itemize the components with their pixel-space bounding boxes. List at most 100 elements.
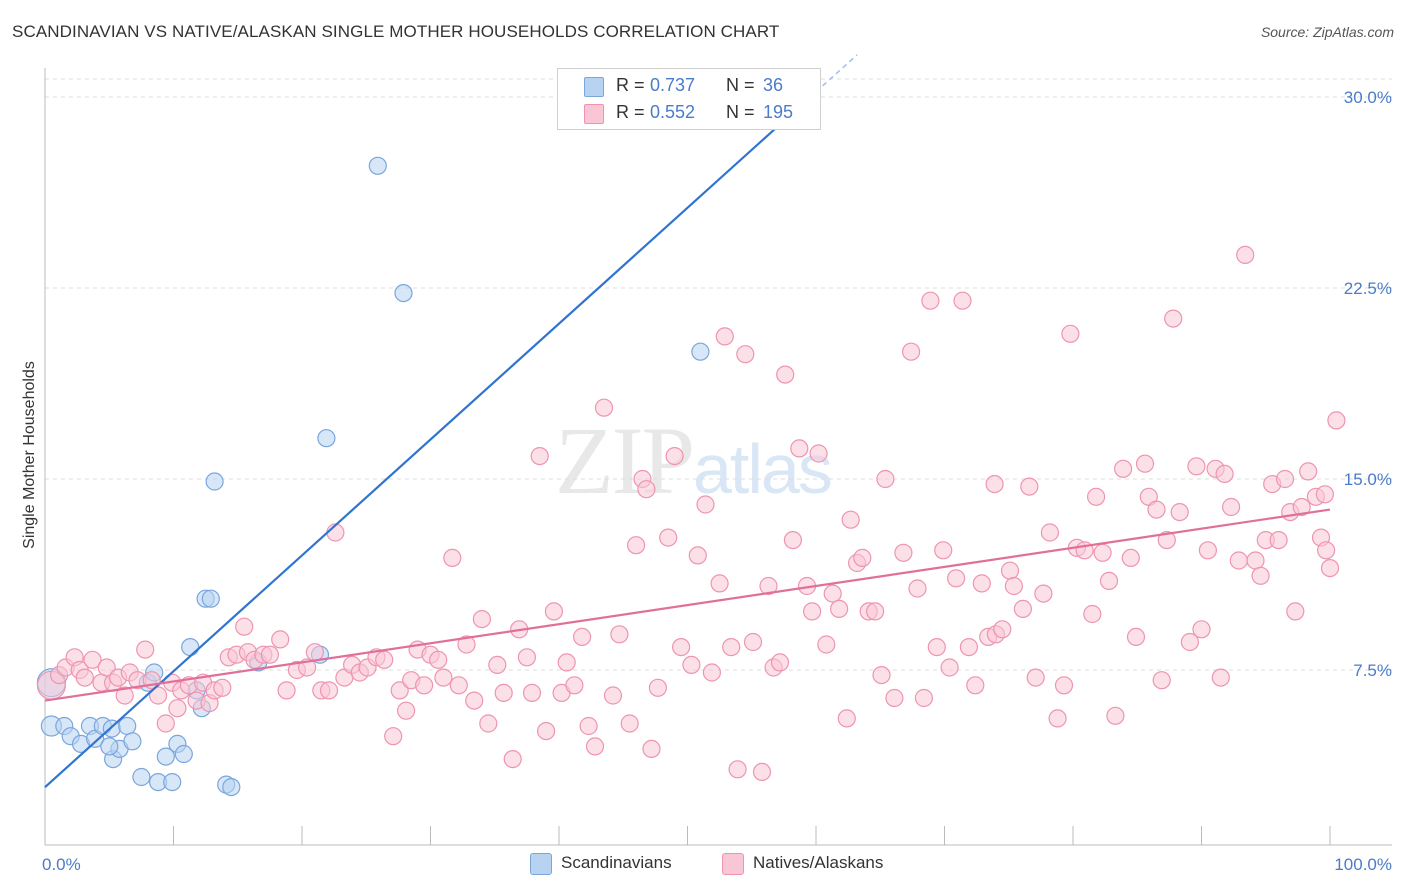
native-point xyxy=(901,342,921,361)
stats-legend: R = 0.737 N = 36 R = 0.552 N = 195 xyxy=(557,68,821,130)
legend-r-value: 0.552 xyxy=(650,102,696,122)
series-swatch-natives xyxy=(722,853,744,875)
native-point xyxy=(1099,571,1119,591)
native-point xyxy=(1048,709,1067,728)
native-point xyxy=(494,683,513,703)
native-point xyxy=(1020,477,1039,496)
scandinavian-point xyxy=(174,744,193,764)
native-point xyxy=(1320,558,1340,578)
native-point xyxy=(722,637,741,657)
native-point xyxy=(1236,245,1255,264)
native-point xyxy=(817,635,836,654)
native-point xyxy=(688,546,707,565)
native-point xyxy=(966,676,985,695)
native-point xyxy=(503,749,522,769)
native-point xyxy=(1316,541,1336,560)
native-point xyxy=(927,637,946,657)
native-point xyxy=(472,609,491,629)
native-point xyxy=(271,630,290,649)
native-point xyxy=(1083,604,1102,624)
native-point xyxy=(1211,668,1230,687)
native-point xyxy=(894,543,913,562)
source-credit: Source: ZipAtlas.com xyxy=(1260,24,1394,40)
native-point xyxy=(488,655,507,675)
native-point xyxy=(1251,566,1270,585)
native-point xyxy=(319,681,339,700)
legend-r-label: R = xyxy=(616,75,645,95)
native-point xyxy=(1246,551,1265,570)
native-point xyxy=(752,762,772,782)
native-point xyxy=(885,688,904,708)
native-point xyxy=(671,637,691,657)
native-point xyxy=(156,714,175,733)
scandinavian-point xyxy=(100,737,119,756)
native-point xyxy=(168,699,187,718)
legend-r-value: 0.737 xyxy=(650,75,696,95)
native-point xyxy=(479,714,498,733)
native-point xyxy=(728,760,747,779)
x-tick-label: 0.0% xyxy=(42,855,81,874)
native-point xyxy=(914,688,934,708)
native-point xyxy=(934,541,953,560)
native-point xyxy=(841,510,860,529)
native-point xyxy=(1126,627,1146,647)
native-point xyxy=(682,655,701,675)
native-point xyxy=(993,620,1012,639)
scandinavian-trendline xyxy=(44,91,817,788)
native-point xyxy=(522,683,542,703)
scandinavian-point xyxy=(181,637,200,657)
native-point xyxy=(517,648,537,667)
native-point xyxy=(235,617,254,636)
native-point xyxy=(1198,541,1218,560)
native-point xyxy=(853,548,872,568)
native-point xyxy=(972,574,991,593)
native-point xyxy=(1000,561,1020,580)
native-point xyxy=(429,650,448,669)
native-point xyxy=(642,739,661,759)
native-point xyxy=(959,637,979,657)
native-point xyxy=(465,691,484,710)
native-point xyxy=(384,727,403,746)
native-point xyxy=(1061,324,1080,343)
native-point xyxy=(585,737,605,756)
native-point xyxy=(823,584,842,603)
native-point xyxy=(790,439,809,458)
native-point xyxy=(876,469,895,489)
native-point xyxy=(1034,584,1053,603)
legend-n-label: N = xyxy=(726,75,755,95)
legend-r-label: R = xyxy=(616,102,645,122)
native-point xyxy=(136,640,155,659)
native-point xyxy=(736,345,755,364)
series-label-scandinavians: Scandinavians xyxy=(561,853,672,872)
native-point xyxy=(415,676,434,695)
native-point xyxy=(449,676,468,695)
native-point xyxy=(1215,464,1234,483)
native-point xyxy=(715,327,734,346)
scandinavian-point xyxy=(156,747,175,766)
native-point xyxy=(743,632,763,652)
native-point xyxy=(648,678,668,697)
scandinavian-point xyxy=(394,284,413,303)
native-point xyxy=(776,365,795,384)
native-point xyxy=(75,668,94,687)
y-tick-label: 22.5% xyxy=(1344,279,1392,298)
legend-n-value: 36 xyxy=(763,75,784,95)
native-point xyxy=(115,686,134,705)
native-point xyxy=(953,291,972,310)
native-point xyxy=(637,480,656,499)
native-point xyxy=(802,602,822,621)
native-point xyxy=(1113,459,1133,478)
native-point xyxy=(1286,602,1305,621)
y-tick-label: 7.5% xyxy=(1353,661,1392,680)
native-point xyxy=(260,645,279,664)
native-point xyxy=(594,398,614,417)
scandinavian-point xyxy=(222,777,241,797)
native-point xyxy=(375,650,394,669)
legend-swatch-scandinavians xyxy=(584,77,604,97)
native-point xyxy=(946,569,966,588)
native-point xyxy=(277,681,296,700)
native-point xyxy=(1040,523,1060,542)
native-point xyxy=(1180,632,1200,652)
native-point xyxy=(1170,502,1189,522)
native-point xyxy=(305,643,324,662)
